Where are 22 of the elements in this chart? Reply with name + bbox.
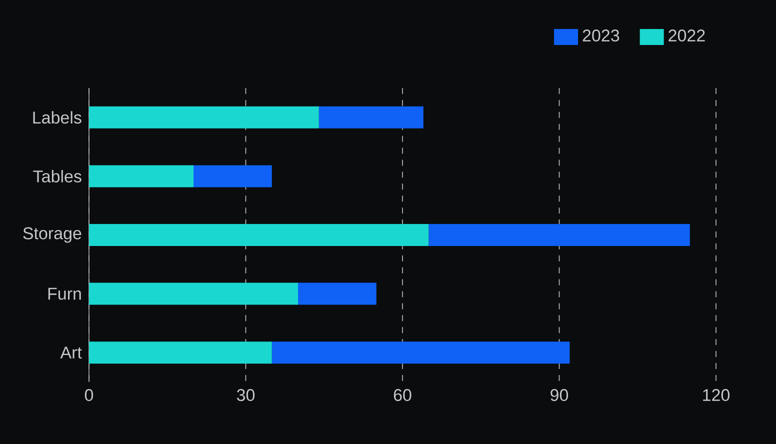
bar — [89, 106, 319, 128]
bar — [428, 224, 690, 246]
bar — [298, 282, 376, 305]
bar — [89, 342, 272, 364]
x-tick-label: 90 — [550, 389, 568, 402]
legend-label: 2023 — [582, 30, 620, 42]
bar — [89, 165, 194, 188]
bar — [272, 342, 570, 364]
bar — [89, 224, 429, 246]
bar — [89, 282, 298, 305]
bar — [194, 165, 272, 188]
y-tick-label: Tables — [33, 170, 82, 182]
y-tick-label: Storage — [23, 227, 82, 243]
y-tick-label: Furn — [48, 288, 81, 300]
x-tick-label: 0 — [84, 389, 94, 402]
x-tick-label: 120 — [703, 389, 730, 402]
y-tick-label: Art — [60, 346, 82, 359]
legend-label: 2022 — [668, 30, 705, 42]
x-tick-label: 30 — [236, 389, 255, 402]
bar — [318, 106, 424, 128]
x-tick-label: 60 — [394, 389, 412, 402]
y-tick-label: Labels — [33, 111, 82, 124]
